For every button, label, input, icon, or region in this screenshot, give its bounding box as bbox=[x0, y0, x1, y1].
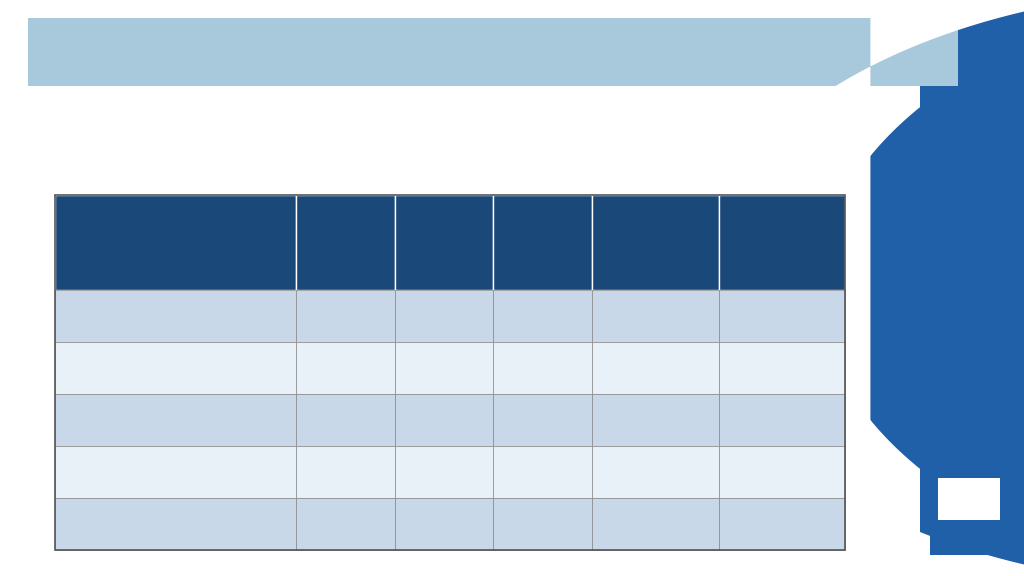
Text: UMASS
BOSTON: UMASS BOSTON bbox=[947, 525, 993, 547]
Text: 424,463: 424,463 bbox=[751, 412, 813, 427]
Text: Expenses $: Expenses $ bbox=[65, 412, 153, 427]
Text: 1.9%: 1.9% bbox=[326, 517, 365, 532]
Text: -0.8%: -0.8% bbox=[422, 517, 466, 532]
Text: FY17
Actual: FY17 Actual bbox=[753, 223, 811, 262]
Text: (in thousands): (in thousands) bbox=[182, 465, 275, 479]
Text: (in thousands): (in thousands) bbox=[130, 414, 224, 426]
Text: Operating margin %: Operating margin % bbox=[65, 517, 220, 532]
Text: -0.7%: -0.7% bbox=[760, 517, 804, 532]
Text: -5,509: -5,509 bbox=[518, 464, 567, 479]
Text: 354,137: 354,137 bbox=[314, 361, 377, 376]
Text: (headcount): (headcount) bbox=[130, 309, 210, 323]
Text: (in thousands): (in thousands) bbox=[124, 362, 217, 374]
Text: 411,912: 411,912 bbox=[511, 412, 574, 427]
Text: 16,847: 16,847 bbox=[756, 309, 808, 324]
Text: 431,310: 431,310 bbox=[624, 412, 687, 427]
Text: 406,403: 406,403 bbox=[511, 361, 574, 376]
Text: 6,710: 6,710 bbox=[324, 464, 367, 479]
Text: 17,030: 17,030 bbox=[516, 309, 569, 324]
Text: FY14: FY14 bbox=[322, 233, 369, 252]
Text: 16,847: 16,847 bbox=[629, 309, 682, 324]
Text: FY17
Town
Hall: FY17 Town Hall bbox=[632, 213, 679, 272]
Text: Operating Margin Trend: Operating Margin Trend bbox=[48, 37, 459, 66]
Text: 16,277: 16,277 bbox=[318, 309, 372, 324]
Text: 377,435: 377,435 bbox=[413, 412, 475, 427]
Text: 347,427: 347,427 bbox=[314, 412, 377, 427]
Text: -1,313: -1,313 bbox=[420, 464, 469, 479]
Text: -3,002: -3,002 bbox=[758, 464, 806, 479]
Text: 424,310: 424,310 bbox=[624, 361, 687, 376]
Text: 376,122: 376,122 bbox=[413, 361, 475, 376]
Text: Operating margin $: Operating margin $ bbox=[65, 464, 215, 479]
Text: FY16: FY16 bbox=[519, 233, 566, 252]
Text: 421,461: 421,461 bbox=[751, 361, 813, 376]
Text: 16,756: 16,756 bbox=[418, 309, 471, 324]
Text: Enrollment: Enrollment bbox=[65, 309, 148, 324]
Text: Revenue $: Revenue $ bbox=[65, 361, 146, 376]
Text: -7,000: -7,000 bbox=[631, 464, 680, 479]
Text: FY15: FY15 bbox=[421, 233, 467, 252]
Text: -1.6%: -1.6% bbox=[633, 517, 678, 532]
Text: -1.4%: -1.4% bbox=[520, 517, 565, 532]
